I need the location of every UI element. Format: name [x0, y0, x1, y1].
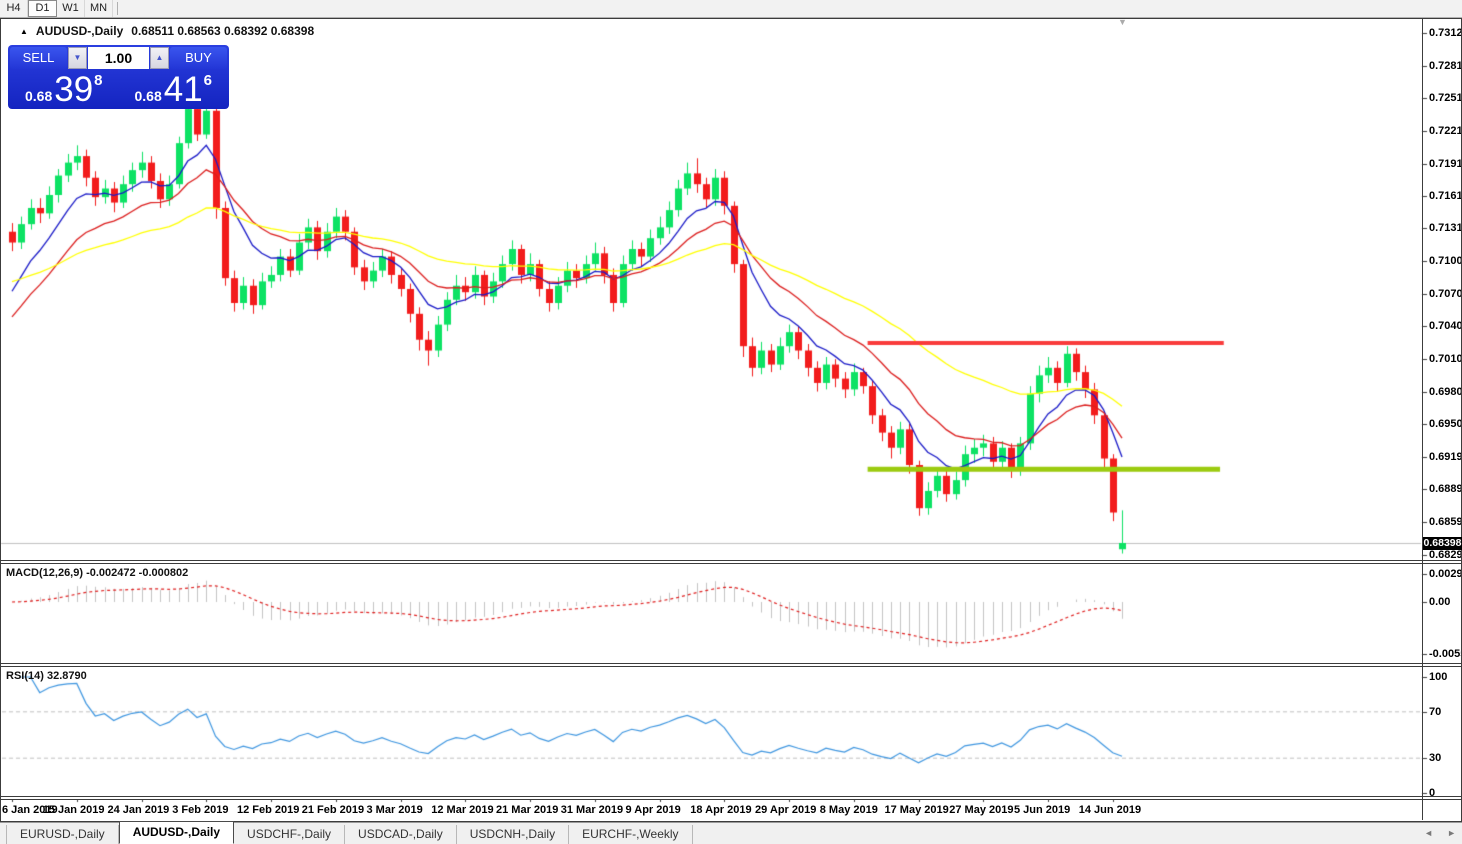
date-axis-label: 3 Feb 2019 [172, 804, 229, 816]
macd-axis-label: -0.005514 [1429, 648, 1462, 661]
buy-button[interactable]: BUY [170, 47, 227, 69]
date-axis-label: 21 Mar 2019 [496, 804, 559, 816]
date-axis-label: 15 Jan 2019 [42, 804, 105, 816]
macd-indicator-label: MACD(12,26,9) -0.002472 -0.000802 [6, 567, 189, 579]
one-click-trade-panel: SELL ▼ 1.00 ▲ BUY 0.68 39 8 0.68 41 6 [8, 45, 229, 109]
date-axis-label: 12 Mar 2019 [431, 804, 494, 816]
chart-tab-eurchfweekly[interactable]: EURCHF-,Weekly [569, 825, 693, 844]
sell-price-sup: 8 [94, 72, 103, 89]
date-axis-label: 12 Feb 2019 [237, 804, 300, 816]
rsi-axis-label: 30 [1429, 752, 1442, 765]
date-axis-label: 5 Jun 2019 [1014, 804, 1071, 816]
price-axis-label: 0.69195 [1429, 450, 1462, 463]
panel-resize-divider[interactable] [0, 796, 1462, 800]
date-axis-label: 9 Apr 2019 [625, 804, 681, 816]
chart-ohlc-values: 0.68511 0.68563 0.68392 0.68398 [131, 24, 315, 38]
sell-button[interactable]: SELL [10, 47, 67, 69]
chart-tab-usdcnhdaily[interactable]: USDCNH-,Daily [457, 825, 570, 844]
volume-input[interactable]: 1.00 [88, 47, 149, 69]
date-axis-label: 31 Mar 2019 [560, 804, 624, 816]
date-axis-label: 29 Apr 2019 [755, 804, 817, 816]
panel-resize-divider[interactable] [0, 663, 1462, 667]
symbol-marker-icon: ▲ [20, 26, 28, 36]
tab-scroll-buttons: ◄ ► [1424, 828, 1456, 838]
sell-price-big: 39 [54, 70, 94, 109]
date-axis-label: 27 May 2019 [949, 804, 1014, 816]
volume-increase-button[interactable]: ▲ [150, 47, 169, 69]
buy-price-small: 0.68 [134, 88, 162, 104]
tab-scroll-left-icon[interactable]: ◄ [1424, 828, 1434, 838]
chart-tab-eurusddaily[interactable]: EURUSD-,Daily [6, 825, 119, 844]
chart-tab-audusddaily[interactable]: AUDUSD-,Daily [118, 821, 235, 844]
rsi-indicator-label: RSI(14) 32.8790 [6, 670, 87, 682]
buy-price-quote[interactable]: 0.68 41 6 [120, 71, 228, 108]
chevron-up-icon: ▲ [155, 53, 164, 62]
date-axis-label: 3 Mar 2019 [366, 804, 423, 816]
rsi-axis-label: 100 [1429, 671, 1448, 683]
price-axis-label: 0.70705 [1429, 287, 1462, 300]
chevron-down-icon: ▼ [73, 53, 82, 62]
price-axis-label: 0.72515 [1429, 92, 1462, 105]
symbol-tab-bar: EURUSD-,Daily AUDUSD-,Daily USDCHF-,Daily U… [0, 821, 1462, 844]
price-axis-label: 0.71005 [1429, 255, 1462, 268]
chart-tab-usdcaddaily[interactable]: USDCAD-,Daily [345, 825, 457, 844]
date-axis-label: 17 May 2019 [884, 804, 949, 816]
date-axis-label: 14 Jun 2019 [1078, 804, 1142, 816]
tab-scroll-right-icon[interactable]: ► [1447, 828, 1456, 838]
rsi-axis-label: 70 [1429, 705, 1442, 718]
volume-decrease-button[interactable]: ▼ [68, 47, 87, 69]
date-axis-label: 21 Feb 2019 [301, 804, 365, 816]
sell-price-small: 0.68 [24, 88, 53, 104]
buy-price-big: 41 [163, 70, 203, 109]
buy-price-sup: 6 [203, 72, 213, 89]
window-collapse-icon[interactable]: ▼ [1118, 17, 1127, 27]
rsi-axis-label: 0 [1429, 787, 1436, 799]
current-price-tag: 0.68398 [1423, 537, 1462, 550]
date-axis-label: 8 May 2019 [819, 804, 878, 816]
price-axis-border [1422, 18, 1423, 820]
price-axis-label: 0.72215 [1429, 124, 1462, 137]
date-axis-label: 18 Apr 2019 [690, 804, 752, 816]
date-axis-label: 24 Jan 2019 [107, 804, 170, 816]
date-axis-label: 6 Jan 2019 [2, 804, 58, 816]
panel-resize-divider[interactable] [0, 560, 1462, 564]
sell-price-quote[interactable]: 0.68 39 8 [10, 71, 118, 108]
price-axis-label: 0.68595 [1429, 515, 1462, 528]
chart-title: AUDUSD-,Daily [35, 24, 124, 38]
chart-title-bar: ▲ AUDUSD-,Daily 0.68511 0.68563 0.68392 … [20, 24, 314, 38]
chart-tab-usdchfdaily[interactable]: USDCHF-,Daily [234, 825, 346, 844]
macd-axis-label: 0.00 [1429, 596, 1451, 608]
price-axis-label: 0.70405 [1429, 320, 1462, 333]
price-axis-label: 0.72815 [1429, 59, 1462, 72]
price-axis-label: 0.68895 [1429, 483, 1462, 496]
macd-axis-label: 0.002997 [1429, 567, 1462, 580]
